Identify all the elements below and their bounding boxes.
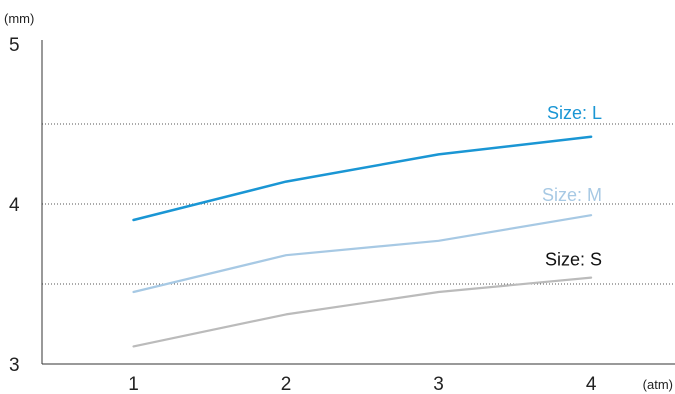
- series-line-2: [132, 214, 593, 294]
- series-label-1: Size: L: [547, 103, 602, 123]
- x-axis-unit: (atm): [643, 377, 673, 392]
- y-tick-label: 5: [9, 35, 20, 56]
- x-tick-labels: 1 2 3 4: [128, 374, 597, 394]
- x-tick-label: 4: [586, 374, 597, 394]
- x-tick-label: 2: [281, 374, 292, 394]
- y-tick-label: 3: [9, 355, 20, 376]
- y-tick-label: 4: [9, 195, 20, 216]
- x-tick-label: 1: [128, 374, 139, 394]
- gridlines: [42, 123, 675, 285]
- y-tick-labels: 3 4 5: [9, 35, 20, 376]
- series-labels: Size: L Size: M Size: S: [542, 103, 602, 270]
- series-lines: [132, 135, 593, 348]
- series-line-3: [132, 276, 593, 348]
- y-axis-unit: (mm): [4, 11, 34, 26]
- series-label-3: Size: S: [545, 250, 602, 270]
- series-label-2: Size: M: [542, 185, 602, 205]
- series-line-1: [132, 135, 593, 222]
- x-tick-label: 3: [433, 374, 444, 394]
